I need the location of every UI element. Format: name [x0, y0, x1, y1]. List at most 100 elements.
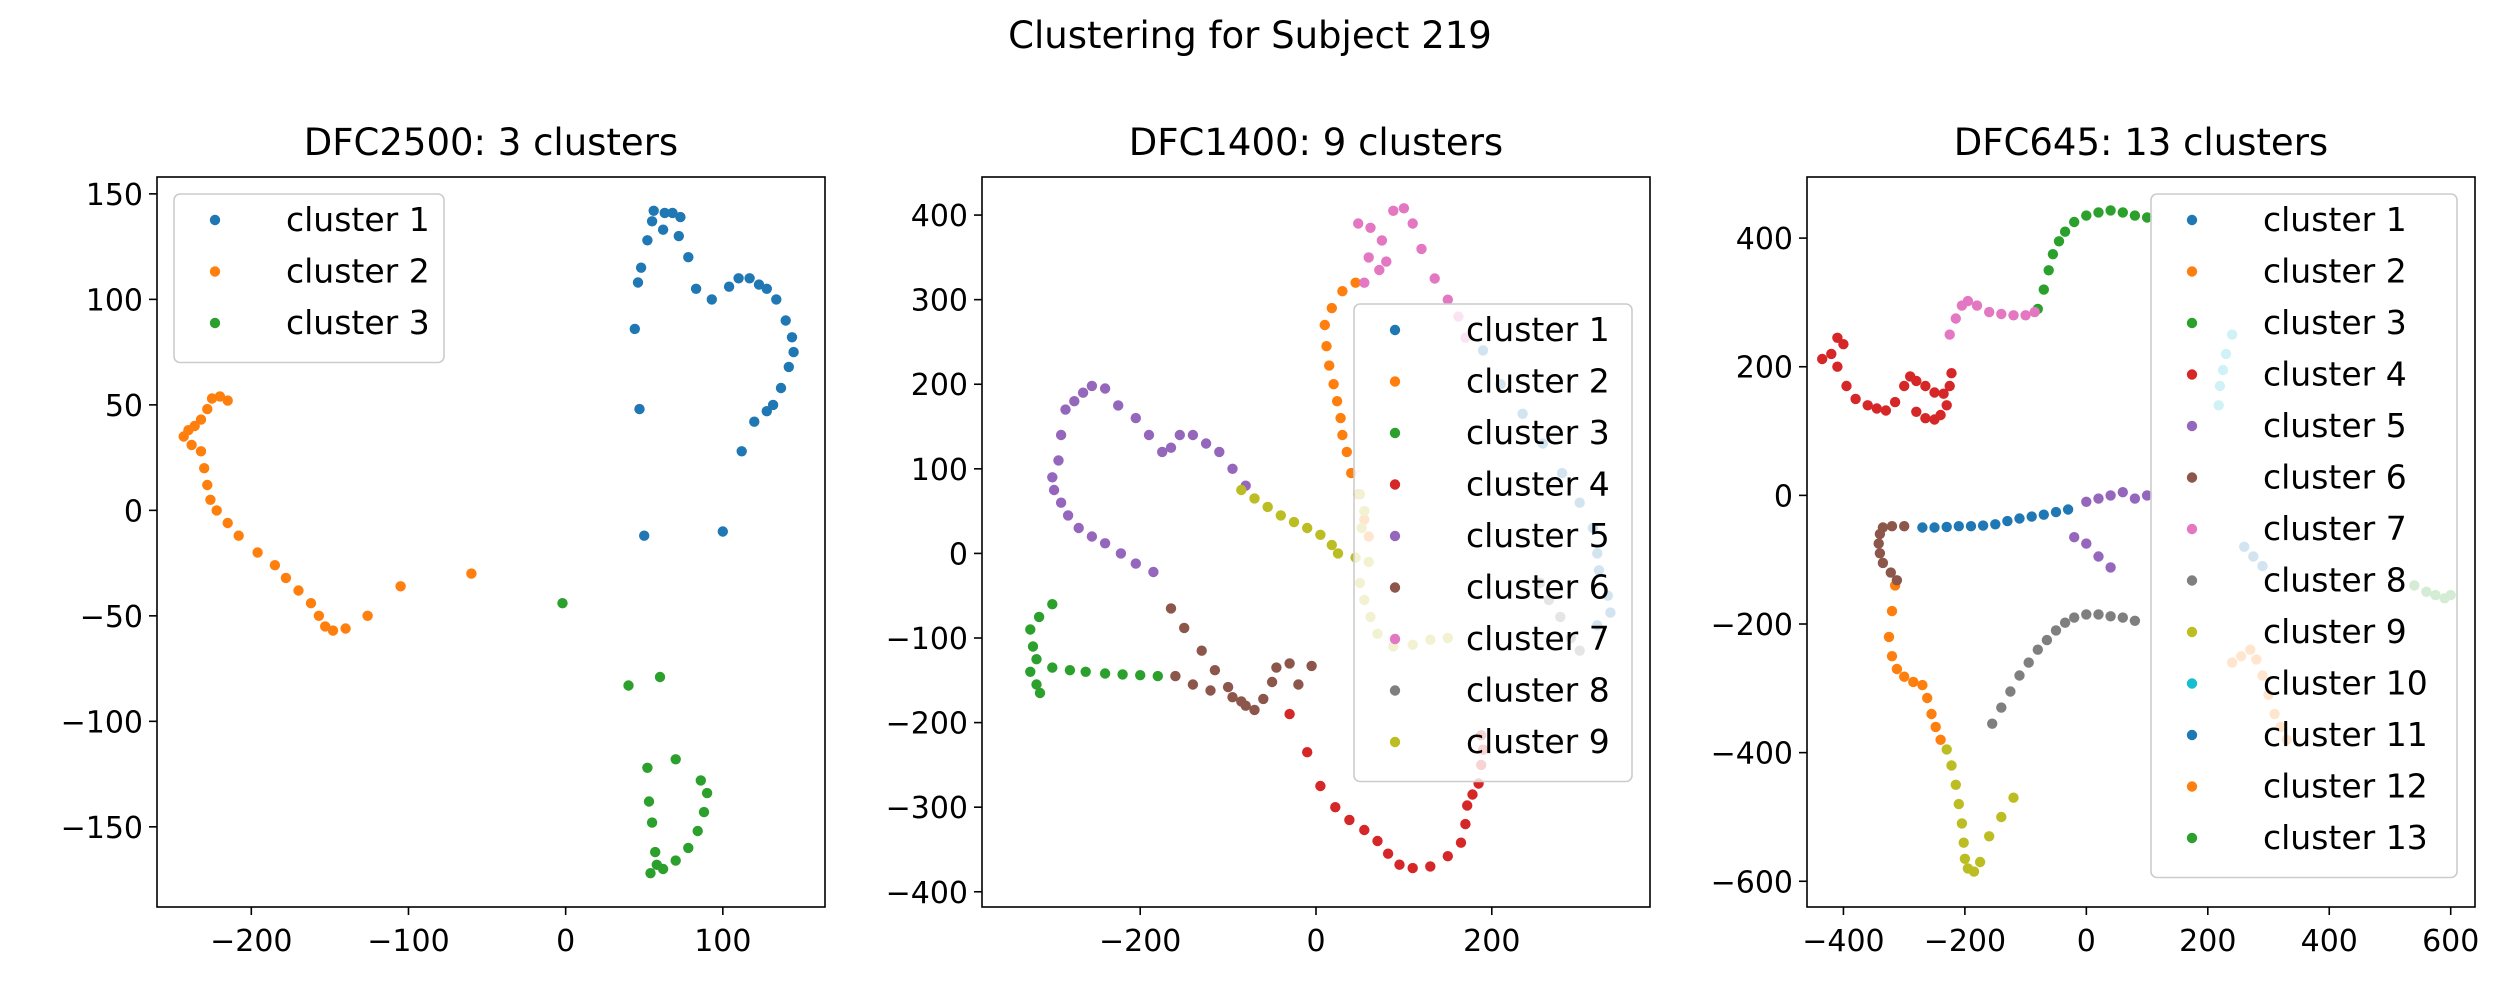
scatter-point-cluster-9 — [1968, 866, 1980, 877]
scatter-point-cluster-1 — [753, 279, 765, 290]
scatter-point-cluster-1 — [2050, 506, 2062, 518]
scatter-point-cluster-3 — [2117, 207, 2128, 218]
legend-marker — [2186, 369, 2198, 380]
legend-label: cluster 12 — [2263, 767, 2428, 806]
scatter-point-cluster-3 — [670, 754, 681, 765]
subplot-title: DFC1400: 9 clusters — [1129, 121, 1503, 164]
scatter-point-cluster-7 — [2008, 310, 2019, 321]
scatter-point-cluster-4 — [1946, 368, 1957, 379]
scatter-point-cluster-2 — [1319, 319, 1331, 331]
scatter-point-cluster-3 — [1025, 666, 1036, 677]
legend-marker — [209, 317, 221, 329]
scatter-point-cluster-5 — [1047, 472, 1058, 483]
scatter-point-cluster-2 — [1331, 396, 1343, 407]
scatter-point-cluster-8 — [1996, 702, 2007, 713]
legend-label: cluster 1 — [2263, 200, 2407, 239]
scatter-point-cluster-7 — [1363, 252, 1374, 263]
scatter-point-cluster-5 — [1053, 455, 1064, 466]
scatter-point-cluster-8 — [2050, 625, 2062, 636]
scatter-point-cluster-3 — [2141, 212, 2153, 223]
scatter-point-cluster-3 — [1025, 624, 1036, 635]
y-tick-label: −200 — [1711, 608, 1793, 643]
scatter-point-cluster-1 — [761, 283, 772, 294]
scatter-point-cluster-9 — [1332, 548, 1344, 559]
scatter-point-cluster-7 — [1374, 264, 1385, 276]
scatter-point-cluster-1 — [1917, 522, 1928, 533]
legend-label: cluster 7 — [1466, 619, 1610, 658]
scatter-point-cluster-2 — [252, 547, 263, 558]
scatter-point-cluster-3 — [2069, 216, 2080, 228]
y-tick-label: 100 — [86, 283, 143, 318]
legend-marker — [1389, 427, 1401, 439]
scatter-point-cluster-1 — [736, 446, 747, 457]
scatter-point-cluster-3 — [2043, 265, 2054, 276]
scatter-point-cluster-5 — [2081, 496, 2092, 507]
scatter-point-cluster-5 — [1174, 429, 1186, 441]
scatter-point-cluster-3 — [1064, 665, 1076, 676]
scatter-point-cluster-9 — [1249, 493, 1260, 504]
scatter-point-cluster-4 — [1899, 380, 1910, 392]
figure-suptitle: Clustering for Subject 219 — [1008, 14, 1492, 57]
legend-marker — [2186, 832, 2198, 844]
scatter-point-cluster-3 — [1027, 641, 1039, 652]
scatter-point-cluster-9 — [1958, 837, 1969, 848]
scatter-point-cluster-2 — [1926, 708, 1937, 720]
legend-label: cluster 8 — [1466, 671, 1610, 710]
scatter-point-cluster-7 — [1388, 205, 1399, 216]
y-tick-label: 100 — [911, 453, 968, 488]
scatter-point-cluster-7 — [1996, 308, 2007, 320]
scatter-point-cluster-9 — [1326, 539, 1338, 551]
scatter-point-cluster-4 — [1911, 375, 1922, 387]
scatter-point-cluster-6 — [1873, 538, 1884, 549]
legend-marker — [2186, 729, 2198, 741]
legend-label: cluster 4 — [2263, 355, 2407, 394]
scatter-point-cluster-6 — [1877, 557, 1889, 569]
scatter-point-cluster-7 — [1376, 235, 1388, 246]
scatter-point-cluster-9 — [1262, 501, 1273, 513]
scatter-point-cluster-5 — [1143, 429, 1155, 441]
scatter-point-cluster-5 — [1115, 548, 1127, 559]
scatter-point-cluster-6 — [1240, 700, 1251, 711]
scatter-point-cluster-4 — [1862, 400, 1873, 411]
legend-marker — [1389, 324, 1401, 336]
scatter-point-cluster-9 — [1946, 760, 1957, 771]
scatter-point-cluster-4 — [1929, 387, 1940, 398]
scatter-point-cluster-5 — [1200, 438, 1212, 449]
scatter-point-cluster-4 — [1407, 862, 1418, 874]
scatter-point-cluster-2 — [280, 572, 292, 584]
scatter-point-cluster-1 — [783, 361, 794, 373]
scatter-point-cluster-3 — [670, 855, 681, 866]
scatter-point-cluster-4 — [1302, 747, 1313, 758]
scatter-point-cluster-1 — [1965, 521, 1977, 532]
scatter-point-cluster-3 — [642, 762, 653, 773]
scatter-point-cluster-4 — [1889, 396, 1901, 408]
y-tick-label: 200 — [1736, 351, 1793, 386]
scatter-point-cluster-2 — [327, 625, 339, 636]
scatter-point-cluster-5 — [1060, 404, 1071, 415]
scatter-point-cluster-3 — [657, 863, 669, 875]
scatter-point-cluster-6 — [1284, 658, 1295, 669]
legend-frame — [173, 193, 445, 364]
scatter-point-cluster-1 — [706, 294, 717, 305]
scatter-point-cluster-4 — [1462, 800, 1473, 811]
x-tick-label: −200 — [1924, 924, 2006, 959]
legend-marker — [1389, 530, 1401, 542]
scatter-point-cluster-5 — [1157, 446, 1168, 458]
y-tick-label: 300 — [911, 284, 968, 319]
scatter-point-cluster-3 — [1031, 654, 1042, 665]
legend: cluster 1 cluster 2 cluster 3 — [173, 193, 445, 364]
scatter-point-cluster-3 — [646, 817, 658, 828]
scatter-point-cluster-1 — [635, 262, 647, 273]
scatter-point-cluster-4 — [1826, 348, 1837, 360]
scatter-point-cluster-7 — [1416, 243, 1427, 255]
subplot-title: DFC2500: 3 clusters — [304, 121, 678, 164]
x-tick-label: 0 — [2077, 924, 2096, 959]
scatter-point-cluster-1 — [634, 403, 645, 415]
legend-marker — [1389, 479, 1401, 490]
legend-marker — [2186, 678, 2198, 689]
scatter-point-cluster-2 — [313, 610, 325, 621]
scatter-point-cluster-2 — [195, 446, 207, 457]
scatter-point-cluster-3 — [1080, 666, 1091, 677]
scatter-point-cluster-1 — [667, 207, 678, 219]
